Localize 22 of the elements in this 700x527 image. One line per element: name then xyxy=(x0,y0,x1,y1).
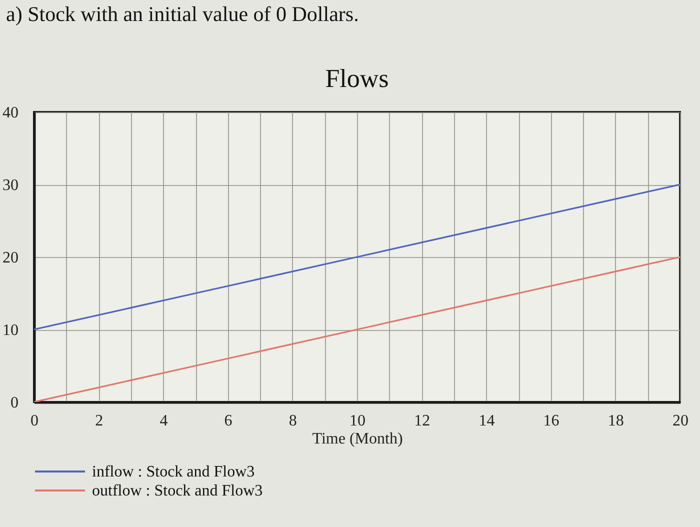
y-tick-label: 30 xyxy=(2,177,18,194)
y-tick-label: 10 xyxy=(2,322,18,339)
x-tick-label: 12 xyxy=(414,412,430,430)
y-tick-label: 20 xyxy=(2,250,18,266)
x-axis-title: Time (Month) xyxy=(312,430,403,448)
x-tick-label: 18 xyxy=(608,412,624,430)
x-tick-label: 8 xyxy=(288,412,297,430)
x-tick-label: 0 xyxy=(30,412,38,430)
x-tick-label: 2 xyxy=(95,412,104,430)
x-tick-label: 10 xyxy=(350,412,366,430)
text: a) Stock with an initial value of 0 Dollars. xyxy=(6,2,359,27)
x-tick-label: 14 xyxy=(478,412,495,430)
x-tick-label: 16 xyxy=(543,412,560,430)
x-tick-label: 4 xyxy=(160,412,168,430)
legend-label: outflow : Stock and Flow3 xyxy=(92,482,263,500)
x-tick-label: 20 xyxy=(672,412,688,430)
line-series xyxy=(34,184,680,330)
chart-title: Flows xyxy=(325,64,389,93)
y-tick-label: 0 xyxy=(10,394,18,412)
x-tick-label: 6 xyxy=(224,412,232,430)
legend-label: inflow : Stock and Flow3 xyxy=(92,464,255,480)
y-tick-label: 40 xyxy=(2,104,18,122)
